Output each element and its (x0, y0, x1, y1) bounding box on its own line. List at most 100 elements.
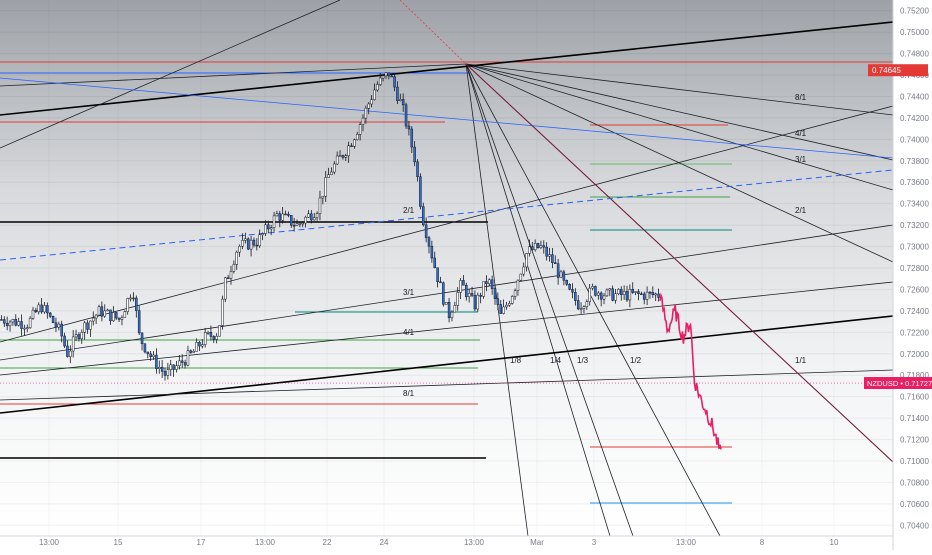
candle-body (192, 351, 195, 353)
x-tick-label: 13:00 (39, 538, 60, 547)
candlestick-series (0, 72, 722, 450)
drawing-tools[interactable] (0, 0, 894, 537)
candle-body (390, 75, 393, 78)
candle-body (605, 289, 609, 297)
candle-body (246, 238, 250, 250)
candle-body (381, 75, 385, 79)
y-tick-label: 0.72200 (900, 328, 929, 337)
x-tick-label: 8 (760, 538, 765, 547)
candle-body (152, 354, 155, 358)
candle-body (114, 312, 118, 319)
candle-body (275, 213, 279, 217)
fan-label: 3/1 (795, 155, 807, 164)
candle-body (60, 323, 63, 337)
candle-body (57, 323, 61, 328)
candle-body (34, 309, 38, 313)
candle-body (347, 145, 350, 157)
candle-body (488, 279, 491, 285)
candle-body (221, 298, 224, 326)
candle-body (5, 322, 9, 327)
y-tick-label: 0.75200 (900, 7, 929, 16)
candle-body (3, 319, 6, 324)
candle-body (582, 306, 586, 309)
candle-body (456, 292, 459, 306)
y-tick-label: 0.72400 (900, 307, 929, 316)
candle-body (350, 145, 353, 147)
candle-body (269, 227, 273, 230)
candle-body (341, 155, 345, 158)
candle-body (358, 124, 362, 135)
candle-body (568, 284, 571, 290)
candle-body (206, 331, 210, 334)
candle-body (591, 286, 594, 289)
candle-body (292, 224, 296, 227)
candle-body (201, 344, 204, 347)
candle-body (620, 289, 623, 295)
candle-body (77, 334, 81, 340)
x-tick-label: 13:00 (676, 538, 697, 547)
trend-line (0, 281, 894, 376)
candle-body (599, 292, 603, 300)
fan-label: 8/1 (403, 389, 415, 398)
x-tick-label: 3 (592, 538, 597, 547)
trend-line (0, 63, 467, 87)
fan-label: 1/2 (630, 356, 642, 365)
candle-body (516, 279, 520, 291)
candle-body (648, 291, 652, 294)
candle-body (479, 294, 482, 297)
candle-body (295, 223, 299, 226)
candle-body (353, 139, 356, 147)
candle-body (378, 77, 382, 85)
candle-body (40, 304, 43, 313)
gann-fan-line (465, 63, 894, 116)
candle-body (565, 280, 568, 285)
gann-fan-line (465, 63, 894, 191)
candle-body (97, 306, 101, 316)
y-tick-label: 0.74000 (900, 135, 929, 144)
candle-body (186, 350, 190, 366)
candle-body (542, 245, 546, 248)
candle-body (608, 288, 612, 291)
candle-body (367, 103, 370, 109)
candle-body (149, 353, 152, 358)
candle-body (631, 289, 634, 293)
fan-label: 8/1 (795, 93, 807, 102)
candle-body (642, 293, 646, 300)
candle-body (485, 281, 488, 285)
candle-body (467, 293, 471, 298)
candle-body (135, 297, 138, 311)
candle-body (419, 176, 422, 207)
fan-label: 1/8 (510, 356, 522, 365)
candle-body (413, 146, 416, 163)
level-price-label: 0.74645 (872, 66, 901, 75)
fan-label: 2/1 (403, 206, 415, 215)
candle-body (37, 304, 40, 313)
candle-body (218, 325, 221, 337)
candle-body (513, 290, 517, 297)
candle-body (424, 224, 428, 238)
candle-body (335, 155, 339, 165)
candle-body (86, 322, 89, 330)
candle-body (462, 280, 465, 286)
candle-body (473, 295, 477, 310)
x-tick-label: 17 (197, 538, 206, 547)
candle-body (404, 104, 408, 127)
y-tick-label: 0.73200 (900, 221, 929, 230)
candle-body (203, 332, 207, 345)
candle-body (307, 213, 310, 218)
fan-label: 1/1 (795, 356, 807, 365)
gann-fan-line (465, 63, 721, 537)
candle-body (318, 197, 322, 214)
candle-body (301, 222, 304, 225)
candle-body (63, 335, 66, 347)
y-tick-label: 0.74200 (900, 114, 929, 123)
candle-body (436, 267, 439, 283)
candle-body (261, 233, 264, 236)
candle-body (132, 297, 135, 300)
candle-body (140, 332, 144, 344)
trend-line (0, 105, 894, 343)
candle-body (499, 304, 502, 314)
candle-body (505, 304, 508, 308)
